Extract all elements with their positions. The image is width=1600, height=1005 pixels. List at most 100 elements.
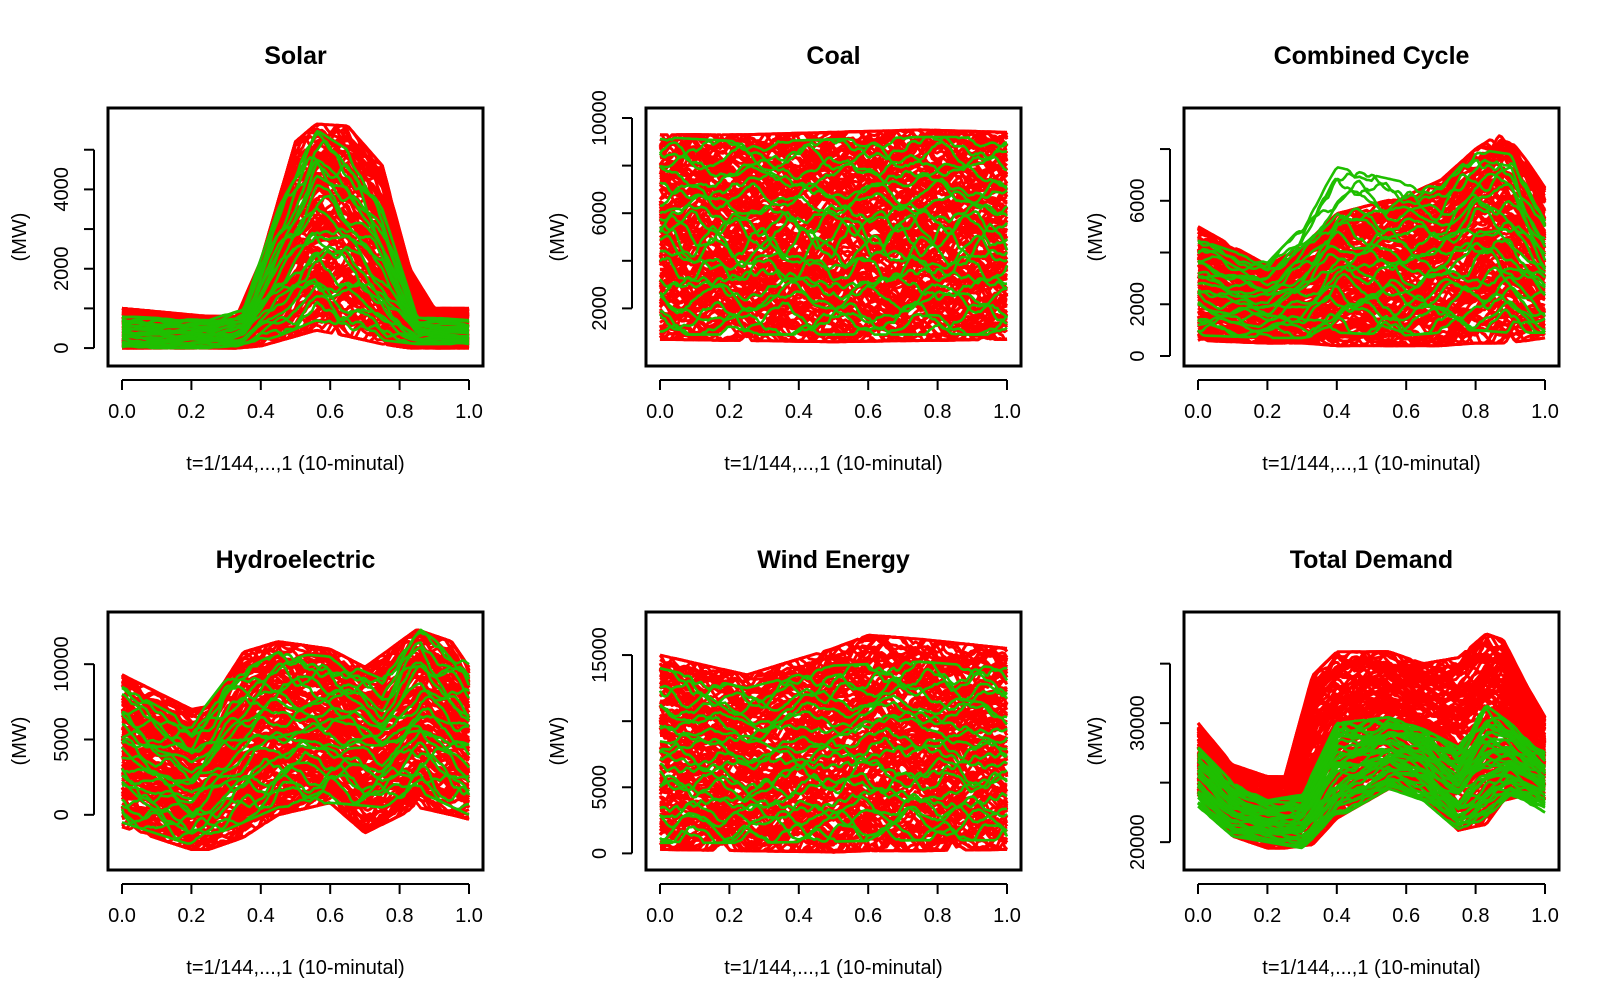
- x-tick-label: 0.0: [108, 401, 136, 423]
- series-1-curve: [1197, 266, 1546, 322]
- y-tick-label: 2000: [51, 246, 73, 291]
- series-0-curve: [659, 282, 1008, 309]
- curves: [120, 628, 471, 851]
- series-1-curve: [659, 806, 1008, 844]
- panel-2: 0.0 0.2 0.4 0.6 0.8 1.0 t=1/144,...,1 (10-minu…: [1085, 42, 1561, 475]
- series-1-curve: [121, 682, 471, 764]
- x-tick-label: 0.6: [316, 905, 344, 927]
- panel-5: 0.0 0.2 0.4 0.6 0.8 1.0 t=1/144,...,1 (10-minu…: [1085, 546, 1561, 979]
- series-1-curve: [658, 805, 1008, 829]
- series-1-curve: [121, 282, 470, 347]
- plot-frame: [1182, 610, 1561, 872]
- series-1-curve: [659, 700, 1008, 743]
- series-0-curve: [1197, 138, 1547, 267]
- series-1-curve: [658, 312, 1009, 336]
- series-1-curve: [1197, 198, 1547, 292]
- series-1-curve: [659, 743, 1008, 774]
- x-tick-label: 0.6: [854, 905, 882, 927]
- x-tick-label: 0.8: [386, 401, 414, 423]
- series-0-curve: [658, 655, 1008, 718]
- panel-3: 0.0 0.2 0.4 0.6 0.8 1.0 t=1/144,...,1 (10-minu…: [9, 546, 485, 979]
- plot-frame: [644, 106, 1023, 368]
- series-1-curve: [659, 751, 1008, 790]
- series-1-curve: [659, 169, 1008, 201]
- y-tick-label: 6000: [1127, 179, 1149, 224]
- x-tick-label: 0.0: [1184, 905, 1212, 927]
- plot-frame: [106, 610, 485, 872]
- y-axis-label: (MW): [9, 717, 31, 766]
- series-1-curve: [659, 714, 1009, 754]
- series-1-curve: [1197, 149, 1547, 264]
- series-1-curve: [1197, 172, 1546, 282]
- x-tick-label: 0.2: [177, 401, 205, 423]
- series-1-curve: [121, 695, 470, 785]
- series-1-curve: [121, 689, 470, 774]
- series-1-curve: [121, 729, 470, 794]
- x-tick-label: 0.0: [646, 905, 674, 927]
- x-axis-label: t=1/144,...,1 (10-minutal): [1262, 453, 1480, 475]
- series-1-curve: [121, 628, 470, 730]
- series-1-curve: [659, 275, 1008, 302]
- series-0-curve: [659, 739, 1008, 789]
- series-1-curve: [658, 667, 1008, 709]
- y-tick-label: 10000: [589, 90, 611, 146]
- x-tick-label: 0.0: [646, 401, 674, 423]
- x-tick-label: 0.8: [386, 905, 414, 927]
- x-tick-label: 0.8: [924, 905, 952, 927]
- x-tick-label: 0.6: [316, 401, 344, 423]
- series-1-curve: [659, 771, 1008, 802]
- curves: [658, 128, 1009, 344]
- series-1-curve: [659, 694, 1008, 732]
- panel-title: Wind Energy: [757, 546, 910, 574]
- series-1-curve: [1197, 308, 1546, 340]
- series-1-curve: [659, 820, 1009, 845]
- series-1-curve: [1197, 705, 1546, 802]
- series-1-curve: [1197, 238, 1546, 306]
- series-1-curve: [658, 135, 1008, 162]
- panel-title: Combined Cycle: [1274, 42, 1470, 70]
- series-1-curve: [121, 278, 470, 345]
- series-1-curve: [659, 726, 1008, 765]
- y-tick-label: 20000: [1127, 814, 1149, 870]
- series-0-curve: [659, 634, 1009, 682]
- y-tick-label: 5000: [589, 765, 611, 810]
- series-1-curve: [659, 153, 1008, 181]
- panel-title: Hydroelectric: [216, 546, 376, 574]
- curves: [1196, 134, 1547, 348]
- plot-frame: [1182, 106, 1561, 368]
- x-axis-label: t=1/144,...,1 (10-minutal): [186, 957, 404, 979]
- y-tick-label: 2000: [1127, 282, 1149, 327]
- series-1-curve: [659, 178, 1008, 211]
- series-1-curve: [1197, 734, 1546, 816]
- x-axis-label: t=1/144,...,1 (10-minutal): [724, 453, 942, 475]
- panel-title: Coal: [806, 42, 860, 70]
- series-1-curve: [1197, 708, 1547, 809]
- curves: [1196, 632, 1547, 850]
- series-0-curve: [1196, 651, 1547, 787]
- series-1-curve: [658, 736, 1008, 771]
- series-0-curve: [121, 124, 470, 319]
- x-tick-label: 0.2: [1253, 401, 1281, 423]
- series-1-curve: [1197, 193, 1547, 287]
- y-tick-label: 0: [51, 343, 73, 354]
- series-1-curve: [1197, 158, 1547, 270]
- series-1-curve: [659, 234, 1008, 268]
- series-1-curve: [1197, 731, 1547, 813]
- x-tick-label: 0.2: [177, 905, 205, 927]
- x-tick-label: 0.4: [1323, 401, 1351, 423]
- series-0-curve: [659, 222, 1008, 263]
- panel-title: Solar: [264, 42, 327, 70]
- panel-title: Total Demand: [1290, 546, 1453, 574]
- panel-4: 0.0 0.2 0.4 0.6 0.8 1.0 t=1/144,...,1 (10-minu…: [547, 546, 1023, 979]
- series-1-curve: [658, 162, 1008, 190]
- series-1-curve: [659, 660, 1008, 691]
- series-1-curve: [1197, 769, 1546, 834]
- series-0-curve: [1196, 634, 1547, 784]
- series-1-curve: [658, 140, 1008, 172]
- y-tick-label: 0: [589, 848, 611, 859]
- series-1-curve: [121, 664, 470, 755]
- x-tick-label: 1.0: [993, 401, 1021, 423]
- x-tick-label: 0.4: [785, 401, 813, 423]
